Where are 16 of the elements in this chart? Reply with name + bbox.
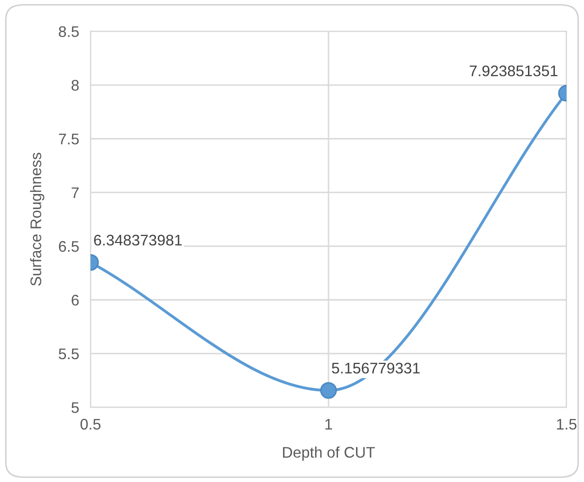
y-tick-label: 8 <box>72 80 79 91</box>
y-tick-label: 7.5 <box>58 134 79 144</box>
y-tick-label: 5 <box>72 402 79 413</box>
x-axis-title: Depth of CUT <box>283 446 375 461</box>
y-axis-title: Surface Roughness <box>30 152 44 286</box>
data-label: 6.348373981 <box>94 234 182 246</box>
data-label: 5.156779331 <box>332 362 420 374</box>
x-tick-label: 0.5 <box>80 418 100 430</box>
y-tick-label: 6 <box>72 294 79 306</box>
y-tick-label: 5.5 <box>58 348 79 360</box>
y-tick-label: 7 <box>72 187 79 198</box>
y-tick-label: 6.5 <box>58 241 79 252</box>
x-tick-label: 1 <box>325 418 332 430</box>
x-tick-label: 1.5 <box>557 418 576 430</box>
data-label: 7.923851351 <box>470 65 558 76</box>
y-tick-label: 8.5 <box>58 26 79 38</box>
